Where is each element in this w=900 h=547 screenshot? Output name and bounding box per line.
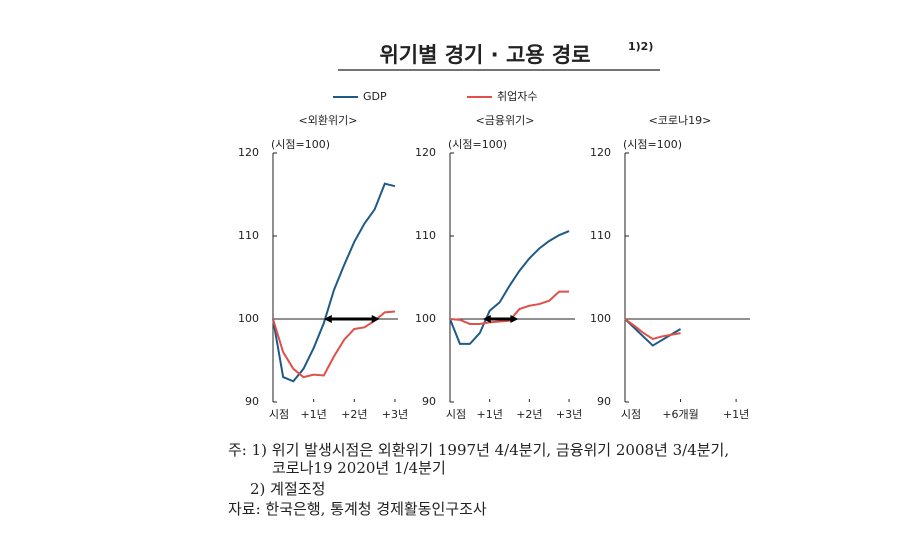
panel-subtitle: <금융위기> bbox=[476, 114, 535, 127]
y-axis-label: (시점=100) bbox=[271, 138, 330, 151]
title-note: 1)2) bbox=[628, 40, 653, 53]
arrow-head bbox=[510, 315, 519, 323]
note: 2) 계절조정 bbox=[250, 480, 325, 498]
x-tick-label: +3년 bbox=[382, 408, 408, 421]
arrow-head bbox=[323, 315, 332, 323]
y-tick-label: 120 bbox=[415, 146, 436, 159]
y-tick-label: 120 bbox=[238, 146, 259, 159]
x-tick-label: 시점 bbox=[621, 408, 641, 421]
x-tick-label: +1년 bbox=[723, 408, 749, 421]
x-tick-label: +2년 bbox=[516, 408, 542, 421]
arrow-head bbox=[482, 315, 491, 323]
y-tick-label: 100 bbox=[238, 312, 259, 325]
x-tick-label: +1년 bbox=[300, 408, 326, 421]
note: 자료: 한국은행, 통계청 경제활동인구조사 bbox=[228, 500, 487, 518]
y-tick-label: 100 bbox=[590, 312, 611, 325]
series-line bbox=[624, 318, 682, 347]
y-tick-label: 90 bbox=[422, 395, 436, 408]
x-tick-label: 시점 bbox=[269, 408, 289, 421]
legend-label: GDP bbox=[363, 90, 387, 103]
x-tick-label: 시점 bbox=[446, 408, 466, 421]
x-tick-label: +3년 bbox=[556, 408, 582, 421]
series-line bbox=[624, 318, 681, 341]
note: 코로나19 2020년 1/4분기 bbox=[272, 459, 446, 477]
y-tick-label: 100 bbox=[415, 312, 436, 325]
chart-title: 위기별 경기 · 고용 경로 bbox=[379, 43, 590, 67]
series-line bbox=[272, 310, 396, 379]
y-tick-label: 90 bbox=[245, 395, 259, 408]
arrow-head bbox=[371, 315, 380, 323]
panel-subtitle: <외환위기> bbox=[299, 114, 358, 127]
legend-label: 취업자수 bbox=[497, 90, 537, 103]
y-axis-label: (시점=100) bbox=[623, 138, 682, 151]
note: 주: 1) 위기 발생시점은 외환위기 1997년 4/4분기, 금융위기 20… bbox=[228, 441, 729, 459]
series-line bbox=[449, 290, 570, 325]
y-tick-label: 110 bbox=[238, 229, 259, 242]
y-tick-label: 120 bbox=[590, 146, 611, 159]
x-tick-label: +2년 bbox=[341, 408, 367, 421]
y-tick-label: 110 bbox=[415, 229, 436, 242]
series-line bbox=[449, 230, 570, 345]
panel-subtitle: <코로나19> bbox=[649, 114, 712, 127]
y-tick-label: 90 bbox=[597, 395, 611, 408]
series-line bbox=[272, 182, 396, 383]
y-tick-label: 110 bbox=[590, 229, 611, 242]
x-tick-label: +6개월 bbox=[662, 408, 698, 421]
x-tick-label: +1년 bbox=[477, 408, 503, 421]
y-axis-label: (시점=100) bbox=[448, 138, 507, 151]
